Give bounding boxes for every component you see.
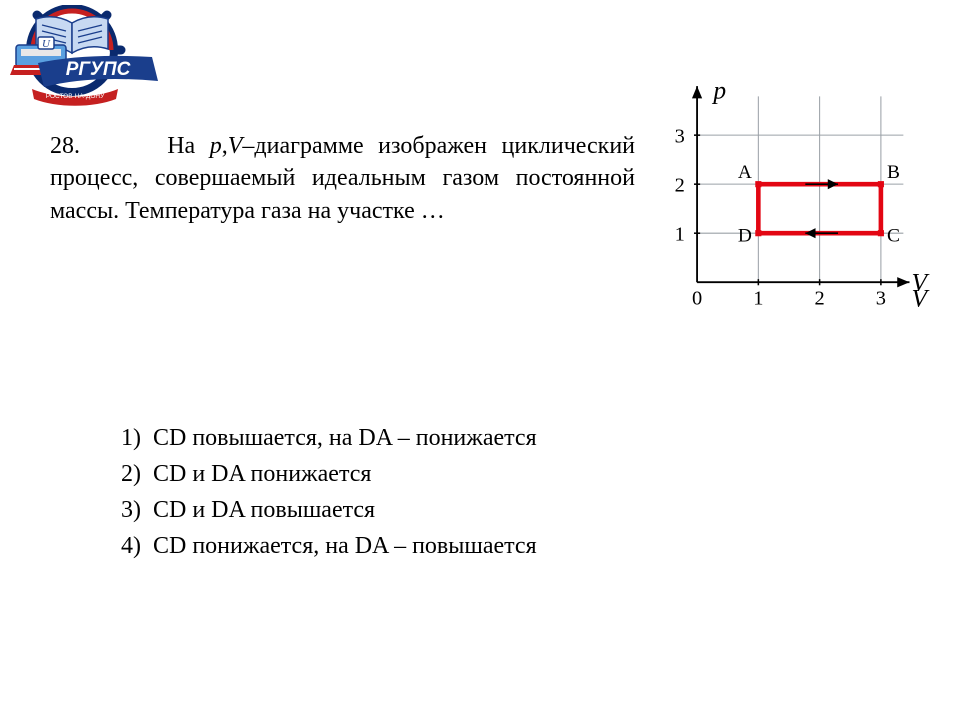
- svg-text:C: C: [887, 225, 900, 246]
- question-number: 28.: [50, 133, 80, 159]
- svg-text:V: V: [912, 267, 930, 296]
- question-row: 28. На p,V–диаграмме изображен циклическ…: [50, 130, 930, 320]
- answers-list: 1)CD повышается, на DA – понижается 2)CD…: [115, 420, 537, 564]
- logo-ribbon-text: РГУПС: [66, 59, 131, 80]
- svg-text:1: 1: [675, 223, 685, 245]
- svg-text:2: 2: [815, 288, 825, 310]
- svg-text:2: 2: [675, 174, 685, 196]
- question-text: 28. На p,V–диаграмме изображен циклическ…: [50, 130, 635, 320]
- pv-diagram-svg: 0123123VpVABCD: [650, 80, 930, 320]
- logo-u-letter: U: [42, 38, 51, 50]
- answer-option: 3)CD и DA повышается: [115, 492, 537, 528]
- logo-svg: U РГУПС РОСТОВ-НА-ДОНУ: [10, 5, 170, 115]
- answer-option: 1)CD повышается, на DA – понижается: [115, 420, 537, 456]
- logo-banner-text: РОСТОВ-НА-ДОНУ: [46, 93, 105, 100]
- university-logo: U РГУПС РОСТОВ-НА-ДОНУ: [10, 5, 170, 120]
- svg-text:3: 3: [675, 125, 685, 147]
- svg-text:1: 1: [753, 288, 763, 310]
- svg-text:A: A: [738, 162, 752, 183]
- page: U РГУПС РОСТОВ-НА-ДОНУ 28. На p,V–диагра…: [0, 0, 960, 720]
- svg-text:0: 0: [692, 288, 702, 310]
- answers-block: 1)CD повышается, на DA – понижается 2)CD…: [115, 420, 537, 564]
- pv-diagram: 0123123VpVABCD: [650, 80, 930, 320]
- svg-text:3: 3: [876, 288, 886, 310]
- svg-text:p: p: [711, 80, 726, 104]
- answer-option: 4)CD понижается, на DA – повышается: [115, 528, 537, 564]
- answer-option: 2)CD и DA понижается: [115, 456, 537, 492]
- svg-text:D: D: [738, 225, 752, 246]
- svg-text:B: B: [887, 162, 900, 183]
